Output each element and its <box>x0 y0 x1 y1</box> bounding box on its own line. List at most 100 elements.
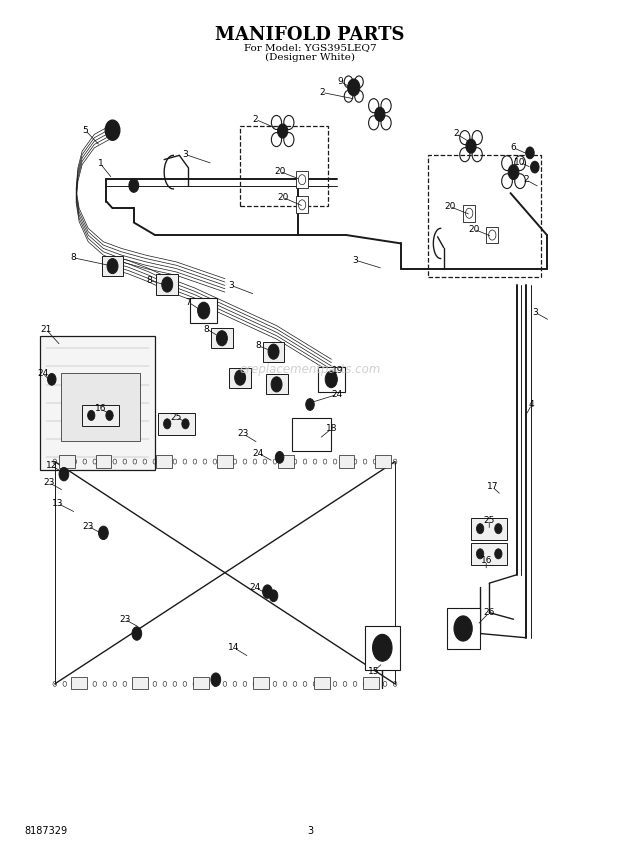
Circle shape <box>373 634 392 661</box>
Bar <box>292 418 331 451</box>
Text: 3: 3 <box>307 826 313 835</box>
Text: 25: 25 <box>170 413 182 422</box>
Text: For Model: YGS395LEQ7: For Model: YGS395LEQ7 <box>244 44 376 52</box>
Circle shape <box>109 125 116 135</box>
Bar <box>365 626 400 669</box>
Bar <box>217 455 233 468</box>
Circle shape <box>59 467 69 481</box>
Text: 8187329: 8187329 <box>24 826 68 835</box>
Text: 16: 16 <box>480 556 492 565</box>
Circle shape <box>271 377 282 392</box>
Text: 20: 20 <box>274 167 285 175</box>
Circle shape <box>110 262 115 270</box>
Circle shape <box>477 524 484 533</box>
Circle shape <box>198 302 210 319</box>
Circle shape <box>468 142 474 150</box>
Text: (Designer White): (Designer White) <box>265 53 355 62</box>
Circle shape <box>211 673 221 687</box>
Circle shape <box>495 549 502 559</box>
Text: 2: 2 <box>252 115 258 124</box>
Circle shape <box>182 419 189 429</box>
Circle shape <box>495 524 502 533</box>
Text: 7: 7 <box>185 298 192 306</box>
Text: 25: 25 <box>484 516 495 525</box>
Text: 3: 3 <box>228 281 234 290</box>
Circle shape <box>477 549 484 559</box>
Bar <box>339 455 355 468</box>
Bar <box>190 298 217 324</box>
Bar <box>296 171 308 188</box>
Bar <box>263 342 285 362</box>
Text: 8: 8 <box>70 253 76 262</box>
Circle shape <box>508 164 519 180</box>
Text: 5: 5 <box>82 126 88 134</box>
Text: 16: 16 <box>95 404 106 413</box>
Text: 24: 24 <box>253 449 264 458</box>
Text: 20: 20 <box>277 193 288 202</box>
Text: ereplacementparts.com: ereplacementparts.com <box>239 363 381 376</box>
Text: 3: 3 <box>182 150 188 159</box>
Bar <box>296 197 308 213</box>
Text: 3: 3 <box>532 308 538 317</box>
Text: 20: 20 <box>444 202 456 211</box>
Text: 24: 24 <box>332 390 343 399</box>
Circle shape <box>377 110 383 118</box>
Bar <box>428 156 541 277</box>
Bar <box>446 609 480 649</box>
Bar <box>254 677 269 689</box>
Text: MANIFOLD PARTS: MANIFOLD PARTS <box>215 27 405 45</box>
Circle shape <box>164 419 171 429</box>
Text: 8: 8 <box>204 324 210 334</box>
Bar <box>156 275 178 294</box>
Circle shape <box>216 330 228 346</box>
Circle shape <box>129 179 139 193</box>
Circle shape <box>280 128 285 135</box>
Text: 23: 23 <box>237 430 249 438</box>
Text: 23: 23 <box>119 615 130 624</box>
Text: 24: 24 <box>250 583 261 591</box>
Bar <box>240 126 328 205</box>
Bar <box>229 367 251 388</box>
Circle shape <box>531 161 539 173</box>
Bar <box>314 677 330 689</box>
Bar <box>265 374 288 395</box>
Bar <box>486 227 498 243</box>
Text: 17: 17 <box>487 482 498 491</box>
Bar <box>61 373 140 441</box>
Circle shape <box>375 107 385 122</box>
Text: 14: 14 <box>228 644 240 652</box>
Text: 8: 8 <box>146 276 152 285</box>
Text: 21: 21 <box>40 324 51 334</box>
Circle shape <box>352 86 356 92</box>
Text: 2: 2 <box>453 129 459 138</box>
Circle shape <box>454 616 472 641</box>
Circle shape <box>219 334 225 342</box>
Circle shape <box>278 124 288 138</box>
Text: 18: 18 <box>326 425 337 433</box>
Circle shape <box>162 277 173 292</box>
Bar <box>278 455 294 468</box>
Bar <box>156 455 172 468</box>
Bar <box>102 256 123 276</box>
Bar <box>193 677 208 689</box>
Polygon shape <box>40 336 155 470</box>
Circle shape <box>268 344 279 360</box>
Circle shape <box>132 627 142 640</box>
Circle shape <box>106 410 113 420</box>
Text: 8: 8 <box>255 342 261 350</box>
Circle shape <box>325 371 337 388</box>
Text: 10: 10 <box>514 158 525 167</box>
Circle shape <box>270 348 277 356</box>
Text: 26: 26 <box>484 608 495 617</box>
Circle shape <box>131 182 136 189</box>
Text: 23: 23 <box>43 478 55 487</box>
Text: 23: 23 <box>82 521 94 531</box>
Bar <box>471 543 507 565</box>
Circle shape <box>306 399 314 410</box>
Bar <box>71 677 87 689</box>
Circle shape <box>237 373 243 382</box>
Bar <box>363 677 379 689</box>
Bar <box>95 455 112 468</box>
Circle shape <box>511 168 516 176</box>
Circle shape <box>99 526 108 539</box>
